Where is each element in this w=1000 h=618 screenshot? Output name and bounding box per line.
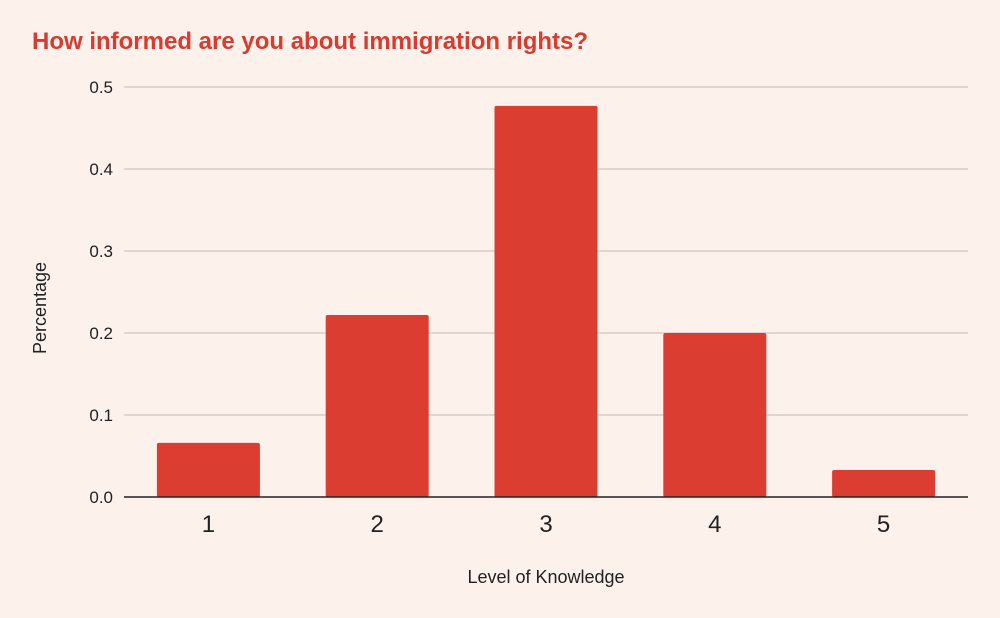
y-tick-label: 0.2 [89, 324, 113, 343]
y-tick-label: 0.5 [89, 78, 113, 97]
x-tick-labels: 1 2 3 4 5 [202, 511, 891, 538]
chart-title: How informed are you about immigration r… [32, 28, 589, 55]
x-tick-label: 5 [877, 511, 890, 538]
bar-3 [494, 105, 598, 498]
y-tick-label: 0.0 [89, 488, 113, 507]
y-tick-label: 0.4 [89, 160, 113, 179]
bar-2 [325, 314, 429, 497]
bar-5 [832, 469, 936, 497]
y-axis-title: Percentage [30, 262, 50, 354]
bar-1 [156, 442, 260, 497]
x-tick-label: 2 [371, 511, 384, 538]
x-tick-label: 4 [708, 511, 721, 538]
x-axis-title: Level of Knowledge [467, 567, 624, 587]
y-tick-label: 0.1 [89, 406, 113, 425]
y-tick-label: 0.3 [89, 242, 113, 261]
x-tick-label: 3 [539, 511, 552, 538]
bar-4 [663, 333, 767, 497]
x-tick-label: 1 [202, 511, 215, 538]
y-tick-labels: 0.0 0.1 0.2 0.3 0.4 0.5 [89, 78, 113, 507]
bars [156, 105, 936, 498]
